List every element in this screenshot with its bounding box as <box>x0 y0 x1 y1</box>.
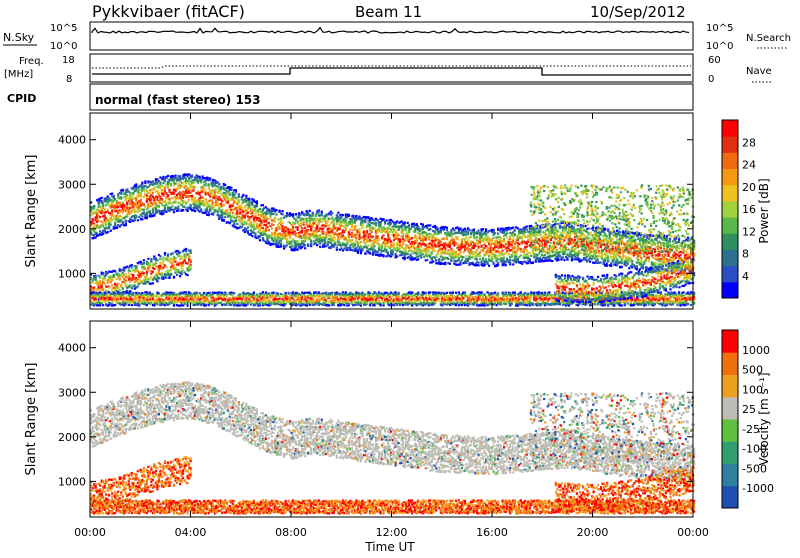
power-colorbar-tick: 28 <box>742 136 756 149</box>
freq-left-tick-top: 18 <box>62 55 75 66</box>
power-colorbar-segment <box>722 217 738 234</box>
power-colorbar-segment <box>722 201 738 218</box>
power-colorbar-segment <box>722 233 738 250</box>
noise-panel: N.Sky 10^5 10^0 10^5 10^0 N.Search <box>3 22 791 52</box>
x-tick-label: 08:00 <box>275 526 307 539</box>
noise-right-tick-bottom: 10^0 <box>706 41 733 52</box>
velocity-colorbar-tick: -500 <box>742 462 767 475</box>
noise-left-tick-top: 10^5 <box>50 23 77 34</box>
date-title: 10/Sep/2012 <box>590 3 686 21</box>
velocity-colorbar-segment <box>722 352 738 375</box>
freq-panel: Freq. [MHz] 18 8 60 0 Nave <box>4 54 772 85</box>
power-ytick-label: 2000 <box>58 223 86 236</box>
velocity-ytick-label: 2000 <box>58 431 86 444</box>
velocity-colorbar-tick: 100 <box>742 383 763 396</box>
power-panel: Slant Range [km] 4000 3000 2000 1000 <box>24 113 695 309</box>
velocity-ytick-label: 3000 <box>58 386 86 399</box>
power-ytick-label: 1000 <box>58 267 86 280</box>
freq-left-tick-bottom: 8 <box>66 74 72 85</box>
power-colorbar-segment <box>722 120 738 137</box>
power-colorbar-label: Power [dB] <box>757 178 771 243</box>
velocity-colorbar-segment <box>722 464 738 487</box>
nave-label: Nave <box>746 66 772 77</box>
velocity-colorbar-segment <box>722 419 738 442</box>
cpid-value: normal (fast stereo) 153 <box>95 93 261 107</box>
velocity-colorbar-segment <box>722 397 738 420</box>
freq-label-1: Freq. <box>19 56 44 67</box>
power-colorbar-tick: 24 <box>742 159 756 172</box>
x-tick-label: 16:00 <box>476 526 508 539</box>
velocity-colorbar-segment <box>722 486 738 509</box>
power-colorbar-segment <box>722 185 738 202</box>
power-colorbar-tick: 20 <box>742 181 756 194</box>
x-tick-label: 00:00 <box>74 526 106 539</box>
power-colorbar-tick: 4 <box>742 270 749 283</box>
x-tick-label: 04:00 <box>175 526 207 539</box>
power-colorbar-tick: 16 <box>742 203 756 216</box>
x-tick-label: 00:00 <box>677 526 709 539</box>
power-ytick-label: 3000 <box>58 178 86 191</box>
velocity-colorbar-segment <box>722 441 738 464</box>
freq-right-tick-top: 60 <box>708 55 721 66</box>
velocity-colorbar-tick: 500 <box>742 364 763 377</box>
power-colorbar-segment <box>722 266 738 283</box>
freq-trace <box>92 68 691 75</box>
power-ylabel: Slant Range [km] <box>24 155 39 268</box>
velocity-colorbar-tick: 25 <box>742 403 756 416</box>
velocity-colorbar-tick: -1000 <box>742 482 774 495</box>
noise-left-tick-bottom: 10^0 <box>50 41 77 52</box>
cpid-panel: CPID normal (fast stereo) 153 <box>7 84 693 110</box>
noise-left-label: N.Sky <box>3 31 35 44</box>
x-tick-label: 20:00 <box>577 526 609 539</box>
power-colorbar-tick: 12 <box>742 225 756 238</box>
velocity-colorbar: Velocity [m s⁻¹] 100050010025-25-100-500… <box>722 330 774 509</box>
x-axis-label: Time UT <box>364 540 415 554</box>
power-colorbar-tick: 8 <box>742 248 749 261</box>
noise-right-tick-top: 10^5 <box>706 23 733 34</box>
power-ytick-label: 4000 <box>58 134 86 147</box>
freq-right-tick-bottom: 0 <box>708 74 714 85</box>
x-tick-label: 12:00 <box>376 526 408 539</box>
power-colorbar-segment <box>722 282 738 299</box>
freq-label-2: [MHz] <box>4 69 33 80</box>
station-title: Pykkvibaer (fitACF) <box>92 2 245 21</box>
velocity-colorbar-tick: 1000 <box>742 344 770 357</box>
velocity-ytick-label: 1000 <box>58 475 86 488</box>
power-colorbar-segment <box>722 169 738 186</box>
noise-sky-trace <box>92 28 689 33</box>
velocity-ytick-label: 4000 <box>58 342 86 355</box>
velocity-colorbar-tick: -100 <box>742 443 767 456</box>
velocity-ylabel: Slant Range [km] <box>24 363 39 476</box>
beam-title: Beam 11 <box>355 3 422 21</box>
power-colorbar: Power [dB] 28 24 20 16 12 8 4 <box>722 120 771 299</box>
power-colorbar-segment <box>722 152 738 169</box>
velocity-colorbar-segment <box>722 375 738 398</box>
velocity-colorbar-segment <box>722 330 738 353</box>
velocity-panel: Slant Range [km] 4000 3000 2000 1000 <box>24 321 695 517</box>
power-colorbar-segment <box>722 136 738 153</box>
noise-right-label: N.Search <box>746 33 791 44</box>
cpid-label: CPID <box>7 92 36 105</box>
power-colorbar-segment <box>722 249 738 266</box>
velocity-colorbar-tick: -25 <box>742 423 760 436</box>
